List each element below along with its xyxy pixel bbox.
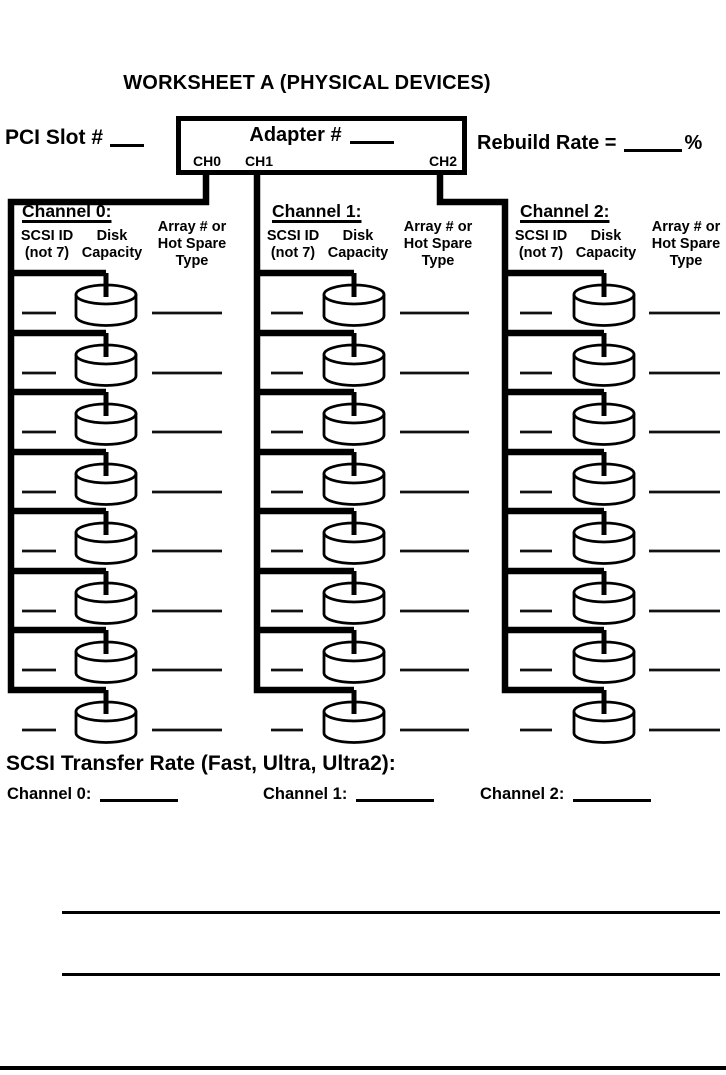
- header-line: Disk: [590, 228, 622, 244]
- disk-icon: [572, 690, 636, 744]
- disk-icon: [572, 630, 636, 684]
- adapter-number-field: Adapter #: [181, 124, 462, 147]
- channel-2-diagram: [436, 174, 720, 744]
- header-line: Type: [421, 253, 455, 269]
- header-line: Array # or: [403, 219, 473, 235]
- rebuild-rate-value-blank: [624, 137, 683, 152]
- header-line: Capacity: [327, 245, 389, 261]
- pci-slot-value-blank: [110, 132, 145, 147]
- channel-1-scsi-id-header: SCSI ID (not 7): [267, 228, 319, 262]
- disk-icon: [572, 511, 636, 565]
- header-line: Disk: [342, 228, 374, 244]
- adapter-value-blank: [349, 129, 394, 144]
- channel-1-title: Channel 1:: [272, 201, 362, 221]
- disk-icon: [572, 273, 636, 327]
- transfer-rate-label: Channel 0:: [7, 785, 92, 803]
- disk-icon: [572, 333, 636, 387]
- header-line: Hot Spare: [403, 236, 473, 252]
- disk-icon: [322, 630, 386, 684]
- disk-icon: [322, 571, 386, 625]
- transfer-rate-channel-1: Channel 1:: [263, 784, 435, 804]
- channel-cable: [7, 174, 210, 694]
- channel-cable: [253, 174, 354, 694]
- channel-1-diagram: [253, 174, 469, 744]
- transfer-rate-title: SCSI Transfer Rate (Fast, Ultra, Ultra2)…: [6, 752, 396, 775]
- disk-icon: [322, 333, 386, 387]
- header-line: SCSI ID: [266, 228, 320, 244]
- pci-slot-label: PCI Slot #: [5, 126, 104, 149]
- disk-icon: [74, 511, 138, 565]
- note-line-1: [62, 911, 720, 914]
- channel-2-array-header: Array # or Hot Spare Type: [652, 219, 721, 270]
- channel-1-array-header: Array # or Hot Spare Type: [404, 219, 473, 270]
- channel-0-disk-capacity-header: Disk Capacity: [82, 228, 142, 262]
- header-line: (not 7): [24, 245, 70, 261]
- header-line: Hot Spare: [651, 236, 721, 252]
- header-line: SCSI ID: [514, 228, 568, 244]
- page-title: WORKSHEET A (PHYSICAL DEVICES): [123, 72, 491, 94]
- disk-icon: [74, 452, 138, 506]
- header-line: (not 7): [518, 245, 564, 261]
- disk-icon: [572, 392, 636, 446]
- transfer-rate-label: Channel 1:: [263, 785, 348, 803]
- header-line: SCSI ID: [20, 228, 74, 244]
- pci-slot-field: PCI Slot #: [5, 126, 145, 150]
- adapter-label: Adapter #: [249, 124, 342, 146]
- header-line: Hot Spare: [157, 236, 227, 252]
- disk-icon: [74, 690, 138, 744]
- header-line: Array # or: [157, 219, 227, 235]
- adapter-port-ch2: CH2: [428, 153, 457, 169]
- header-line: Array # or: [651, 219, 721, 235]
- disk-icon: [322, 690, 386, 744]
- rebuild-rate-field: Rebuild Rate =%: [477, 132, 702, 155]
- header-line: Disk: [96, 228, 128, 244]
- transfer-rate-channel-0: Channel 0:: [7, 784, 179, 804]
- rebuild-rate-label: Rebuild Rate =: [477, 132, 617, 154]
- disk-icon: [74, 392, 138, 446]
- disk-icon: [322, 452, 386, 506]
- channel-2-disk-capacity-header: Disk Capacity: [576, 228, 636, 262]
- transfer-rate-channel-2: Channel 2:: [480, 784, 652, 804]
- channel-cable: [436, 174, 604, 694]
- header-line: Capacity: [575, 245, 637, 261]
- disk-icon: [322, 511, 386, 565]
- channel-0-title: Channel 0:: [22, 201, 112, 221]
- note-line-2: [62, 973, 720, 976]
- footer-rule: [0, 1066, 726, 1070]
- adapter-port-ch0: CH0: [193, 153, 222, 169]
- channel-0-scsi-id-header: SCSI ID (not 7): [21, 228, 73, 262]
- channel-1-disk-capacity-header: Disk Capacity: [328, 228, 388, 262]
- disk-icon: [74, 333, 138, 387]
- channel-0-array-header: Array # or Hot Spare Type: [158, 219, 227, 270]
- adapter-port-ch1: CH1: [245, 153, 274, 169]
- transfer-rate-blank: [100, 787, 179, 802]
- channel-2-scsi-id-header: SCSI ID (not 7): [515, 228, 567, 262]
- header-line: (not 7): [270, 245, 316, 261]
- header-line: Capacity: [81, 245, 143, 261]
- disk-icon: [322, 392, 386, 446]
- disk-icon: [572, 571, 636, 625]
- disk-icon: [572, 452, 636, 506]
- adapter-box: Adapter # CH0 CH1 CH2: [176, 116, 467, 175]
- header-line: Type: [669, 253, 703, 269]
- header-line: Type: [175, 253, 209, 269]
- channel-2-title: Channel 2:: [520, 201, 610, 221]
- rebuild-rate-unit: %: [684, 132, 703, 154]
- transfer-rate-blank: [573, 787, 652, 802]
- disk-icon: [74, 273, 138, 327]
- disk-icon: [322, 273, 386, 327]
- disk-icon: [74, 571, 138, 625]
- transfer-rate-blank: [356, 787, 435, 802]
- channel-0-diagram: [7, 174, 222, 744]
- transfer-rate-label: Channel 2:: [480, 785, 565, 803]
- disk-icon: [74, 630, 138, 684]
